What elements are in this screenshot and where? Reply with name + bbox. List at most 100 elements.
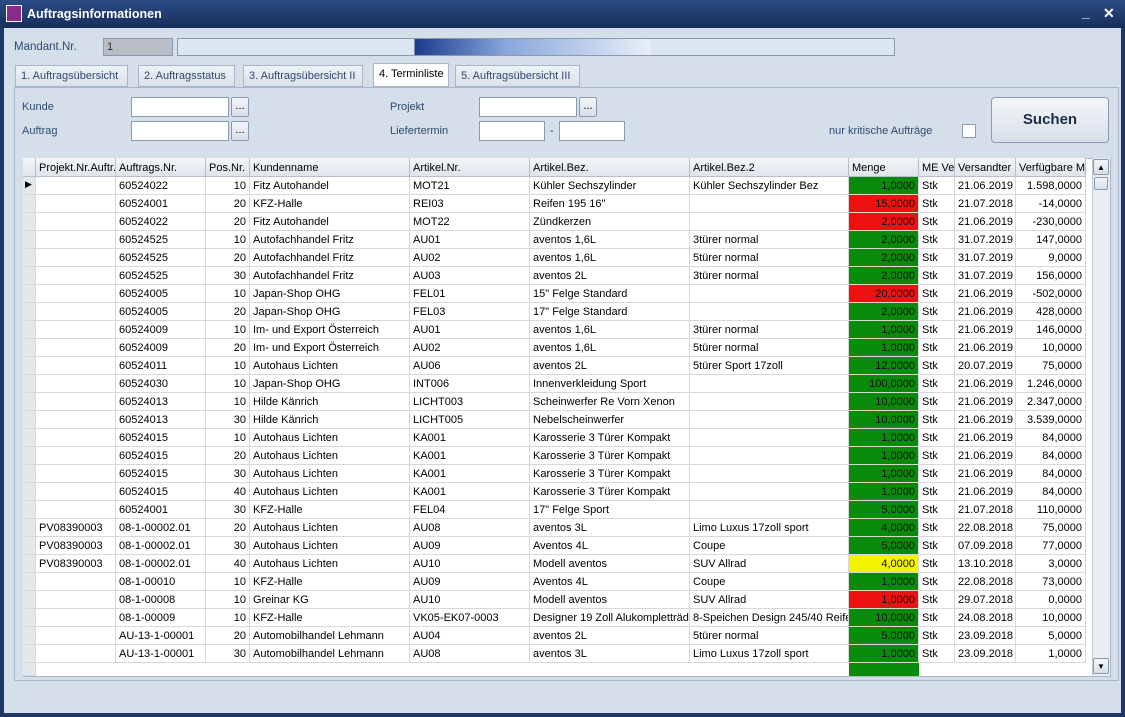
grid-cell[interactable]: 60524525 bbox=[116, 231, 206, 249]
grid-cell[interactable]: Japan-Shop OHG bbox=[250, 375, 410, 393]
grid-cell[interactable]: Aventos 4L bbox=[530, 573, 690, 591]
grid-cell[interactable] bbox=[36, 609, 116, 627]
grid-cell[interactable]: 100,0000 bbox=[849, 375, 919, 393]
grid-cell[interactable]: aventos 1,6L bbox=[530, 231, 690, 249]
grid-cell[interactable]: 60524015 bbox=[116, 429, 206, 447]
grid-cell[interactable]: 29.07.2018 bbox=[955, 591, 1016, 609]
grid-cell[interactable]: KFZ-Halle bbox=[250, 501, 410, 519]
grid-cell[interactable]: Stk bbox=[919, 483, 955, 501]
grid-cell[interactable]: 3,0000 bbox=[1016, 555, 1086, 573]
grid-cell[interactable]: 10,0000 bbox=[849, 609, 919, 627]
grid-cell[interactable]: VK05-EK07-0003 bbox=[410, 609, 530, 627]
grid-cell[interactable]: 08-1-00002.01 bbox=[116, 555, 206, 573]
grid-cell[interactable]: AU09 bbox=[410, 573, 530, 591]
column-header[interactable]: Versandter bbox=[955, 158, 1016, 177]
grid-cell[interactable]: Autohaus Lichten bbox=[250, 447, 410, 465]
grid-cell[interactable]: Stk bbox=[919, 447, 955, 465]
grid-cell[interactable]: REI03 bbox=[410, 195, 530, 213]
grid-cell[interactable]: Aventos 4L bbox=[530, 537, 690, 555]
grid-cell[interactable]: AU10 bbox=[410, 555, 530, 573]
grid-cell[interactable]: Stk bbox=[919, 393, 955, 411]
grid-cell[interactable]: PV08390003 bbox=[36, 519, 116, 537]
grid-cell[interactable]: 1.246,0000 bbox=[1016, 375, 1086, 393]
grid-cell[interactable]: 3türer normal bbox=[690, 321, 849, 339]
grid-cell[interactable]: 21.06.2019 bbox=[955, 447, 1016, 465]
grid-cell[interactable]: AU04 bbox=[410, 627, 530, 645]
grid-cell[interactable]: 40 bbox=[206, 483, 250, 501]
grid-cell[interactable] bbox=[36, 573, 116, 591]
grid-cell[interactable]: 10 bbox=[206, 285, 250, 303]
grid-cell[interactable]: Nebelscheinwerfer bbox=[530, 411, 690, 429]
grid-cell[interactable]: 08-1-00009 bbox=[116, 609, 206, 627]
grid-cell[interactable]: 23.09.2018 bbox=[955, 645, 1016, 663]
grid-cell[interactable]: Innenverkleidung Sport bbox=[530, 375, 690, 393]
grid-cell[interactable]: 31.07.2019 bbox=[955, 249, 1016, 267]
grid-cell[interactable]: 17" Felge Standard bbox=[530, 303, 690, 321]
grid-cell[interactable]: 21.06.2019 bbox=[955, 339, 1016, 357]
grid-cell[interactable]: KFZ-Halle bbox=[250, 195, 410, 213]
grid-cell[interactable]: Zündkerzen bbox=[530, 213, 690, 231]
grid-cell[interactable]: 10,0000 bbox=[849, 411, 919, 429]
grid-cell[interactable]: Coupe bbox=[690, 537, 849, 555]
grid-cell[interactable]: SUV Allrad bbox=[690, 555, 849, 573]
grid-cell[interactable] bbox=[690, 195, 849, 213]
grid-cell[interactable]: 5,0000 bbox=[849, 501, 919, 519]
grid-cell[interactable] bbox=[36, 429, 116, 447]
grid-cell[interactable]: Designer 19 Zoll Alukompletträde bbox=[530, 609, 690, 627]
grid-cell[interactable]: Kühler Sechszylinder bbox=[530, 177, 690, 195]
grid-cell[interactable]: PV08390003 bbox=[36, 555, 116, 573]
grid-cell[interactable] bbox=[36, 375, 116, 393]
grid-cell[interactable]: 5,0000 bbox=[849, 537, 919, 555]
grid-cell[interactable]: Autohaus Lichten bbox=[250, 537, 410, 555]
grid-cell[interactable]: Stk bbox=[919, 321, 955, 339]
grid-cell[interactable] bbox=[36, 267, 116, 285]
grid-cell[interactable]: 84,0000 bbox=[1016, 483, 1086, 501]
tab[interactable]: 1. Auftragsübersicht bbox=[15, 65, 128, 87]
grid-cell[interactable]: 147,0000 bbox=[1016, 231, 1086, 249]
grid-cell[interactable]: 20 bbox=[206, 195, 250, 213]
grid-cell[interactable]: KA001 bbox=[410, 483, 530, 501]
grid-cell[interactable]: AU06 bbox=[410, 357, 530, 375]
grid-cell[interactable]: 20 bbox=[206, 339, 250, 357]
grid-cell[interactable] bbox=[690, 303, 849, 321]
grid-cell[interactable]: aventos 1,6L bbox=[530, 321, 690, 339]
grid-cell[interactable]: MOT22 bbox=[410, 213, 530, 231]
grid-cell[interactable]: 30 bbox=[206, 411, 250, 429]
grid-cell[interactable]: 2.347,0000 bbox=[1016, 393, 1086, 411]
grid-cell[interactable]: -14,0000 bbox=[1016, 195, 1086, 213]
grid-cell[interactable]: 60524013 bbox=[116, 411, 206, 429]
grid-cell[interactable] bbox=[690, 447, 849, 465]
grid-cell[interactable]: AU-13-1-00001 bbox=[116, 627, 206, 645]
grid-cell[interactable]: 5,0000 bbox=[849, 627, 919, 645]
grid-cell[interactable]: -230,0000 bbox=[1016, 213, 1086, 231]
grid-cell[interactable] bbox=[36, 447, 116, 465]
grid-cell[interactable]: AU02 bbox=[410, 339, 530, 357]
column-header[interactable]: Artikel.Bez.2 bbox=[690, 158, 849, 177]
grid-cell[interactable]: 3.539,0000 bbox=[1016, 411, 1086, 429]
grid-cell[interactable]: Stk bbox=[919, 555, 955, 573]
grid-cell[interactable]: 60524001 bbox=[116, 195, 206, 213]
date-to[interactable] bbox=[559, 121, 625, 141]
grid-cell[interactable]: Limo Luxus 17zoll sport bbox=[690, 519, 849, 537]
grid-cell[interactable]: Autohaus Lichten bbox=[250, 429, 410, 447]
grid-cell[interactable]: aventos 1,6L bbox=[530, 339, 690, 357]
grid-cell[interactable]: 60524022 bbox=[116, 213, 206, 231]
grid-cell[interactable] bbox=[36, 231, 116, 249]
grid-cell[interactable]: 10,0000 bbox=[849, 393, 919, 411]
grid-cell[interactable]: 4,0000 bbox=[849, 519, 919, 537]
grid-cell[interactable]: AU08 bbox=[410, 519, 530, 537]
grid-cell[interactable] bbox=[36, 393, 116, 411]
minimize-button[interactable]: _ bbox=[1082, 4, 1090, 20]
grid-cell[interactable]: 60524022 bbox=[116, 177, 206, 195]
grid-cell[interactable]: 84,0000 bbox=[1016, 465, 1086, 483]
grid-cell[interactable]: 1,0000 bbox=[849, 483, 919, 501]
grid-cell[interactable]: 24.08.2018 bbox=[955, 609, 1016, 627]
grid-cell[interactable]: Modell aventos bbox=[530, 555, 690, 573]
scrollbar[interactable] bbox=[1092, 158, 1110, 676]
mandant-input[interactable]: 1 bbox=[103, 38, 173, 56]
grid-cell[interactable]: Reifen 195 16" bbox=[530, 195, 690, 213]
grid-cell[interactable]: 1,0000 bbox=[849, 177, 919, 195]
grid-cell[interactable] bbox=[690, 501, 849, 519]
grid-cell[interactable]: 10 bbox=[206, 357, 250, 375]
grid-cell[interactable]: 10,0000 bbox=[1016, 609, 1086, 627]
